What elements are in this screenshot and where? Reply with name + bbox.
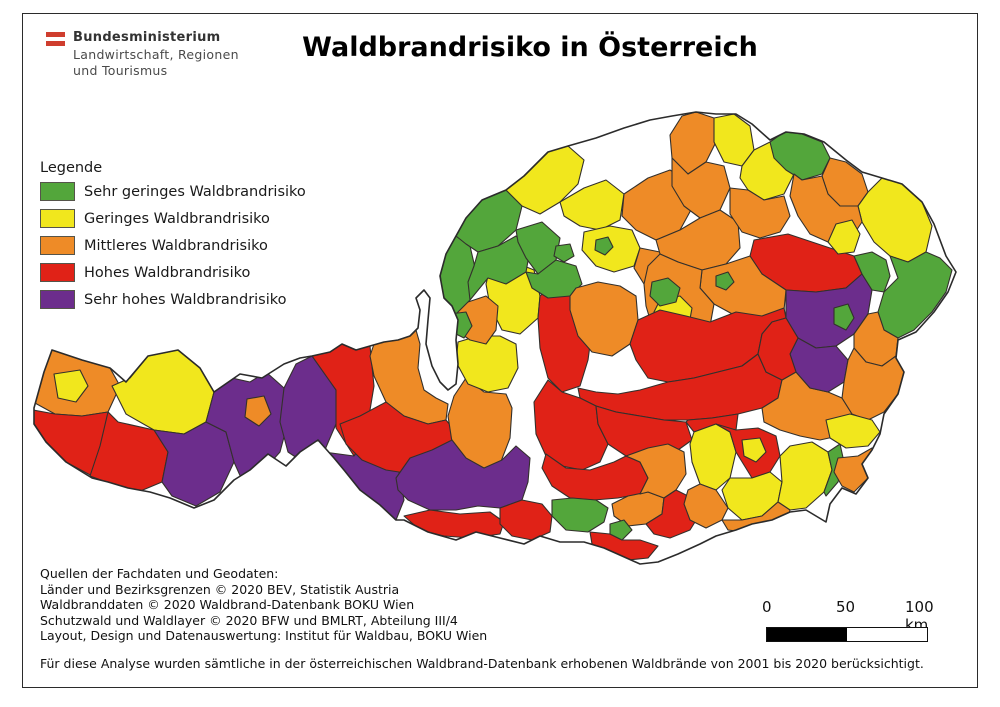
district-polygon <box>877 251 953 339</box>
legend-swatch-g <box>40 182 75 201</box>
district-polygon <box>825 413 881 449</box>
district-polygon <box>551 497 609 533</box>
legend-item-label: Hohes Waldbrandrisiko <box>84 264 251 281</box>
legend-item: Sehr hohes Waldbrandrisiko <box>40 290 306 309</box>
district-polygon <box>715 271 735 291</box>
ministry-logo-text: Bundesministerium Landwirtschaft, Region… <box>73 30 239 80</box>
district-polygon <box>553 243 575 263</box>
legend-item-label: Sehr hohes Waldbrandrisiko <box>84 291 287 308</box>
district-polygon <box>671 157 731 219</box>
legend-item: Hohes Waldbrandrisiko <box>40 263 306 282</box>
scalebar-label-0: 0 <box>762 598 772 616</box>
district-polygon <box>499 499 553 541</box>
page-title: Waldbrandrisiko in Österreich <box>302 32 758 63</box>
sources-line: Länder und Bezirksgrenzen © 2020 BEV, St… <box>40 581 400 597</box>
scalebar-black-segment <box>767 628 847 641</box>
logo-line-3: und Tourismus <box>73 63 168 78</box>
district-polygon <box>559 179 625 231</box>
scalebar-bar <box>766 627 928 642</box>
district-polygon <box>741 437 767 463</box>
austria-outline <box>33 111 957 565</box>
logo-line-1: Bundesministerium <box>73 30 221 45</box>
district-polygon <box>111 349 215 435</box>
district-polygon <box>853 251 891 293</box>
legend-swatch-p <box>40 290 75 309</box>
district-polygon <box>395 439 531 511</box>
district-polygon <box>609 519 633 541</box>
page-border-frame <box>22 13 978 688</box>
district-polygon <box>857 177 933 263</box>
sources-line: Layout, Design und Datenauswertung: Inst… <box>40 628 488 643</box>
district-polygon <box>683 483 729 529</box>
austria-flag-icon <box>46 32 65 47</box>
legend-item: Geringes Waldbrandrisiko <box>40 209 306 228</box>
sources-line: Waldbranddaten © 2020 Waldbrand-Datenban… <box>40 597 415 612</box>
legend: Legende Sehr geringes Waldbrandrisiko Ger… <box>40 160 306 317</box>
district-polygon <box>757 317 799 381</box>
district-polygon <box>827 219 861 255</box>
scalebar-white-segment <box>847 628 927 641</box>
district-polygon <box>569 281 639 357</box>
district-polygon <box>153 421 235 507</box>
district-polygon <box>403 509 505 539</box>
legend-swatch-o <box>40 236 75 255</box>
district-polygon <box>649 277 681 307</box>
legend-swatch-y <box>40 209 75 228</box>
footnote: Für diese Analyse wurden sämtliche in de… <box>40 656 924 671</box>
legend-swatch-r <box>40 263 75 282</box>
legend-item-label: Sehr geringes Waldbrandrisiko <box>84 183 306 200</box>
sources-line: Quellen der Fachdaten und Geodaten: <box>40 566 279 581</box>
legend-item: Sehr geringes Waldbrandrisiko <box>40 182 306 201</box>
district-polygon <box>53 369 89 403</box>
district-polygon <box>833 303 855 331</box>
district-polygon <box>525 259 583 299</box>
scalebar: 0 50 100 km <box>740 598 960 646</box>
district-polygon <box>594 236 614 256</box>
district-polygon <box>777 441 833 511</box>
legend-item-label: Geringes Waldbrandrisiko <box>84 210 270 227</box>
legend-item-label: Mittleres Waldbrandrisiko <box>84 237 268 254</box>
logo-line-2: Landwirtschaft, Regionen <box>73 46 239 62</box>
district-polygon <box>729 187 791 239</box>
legend-item: Mittleres Waldbrandrisiko <box>40 236 306 255</box>
scalebar-label-50: 50 <box>836 598 856 616</box>
ministry-logo: Bundesministerium Landwirtschaft, Region… <box>46 30 239 80</box>
sources-block: Quellen der Fachdaten und Geodaten: Länd… <box>40 566 487 644</box>
sources-line: Schutzwald und Waldlayer © 2020 BFW und … <box>40 612 458 628</box>
legend-title: Legende <box>40 160 103 176</box>
district-polygon <box>244 395 272 427</box>
